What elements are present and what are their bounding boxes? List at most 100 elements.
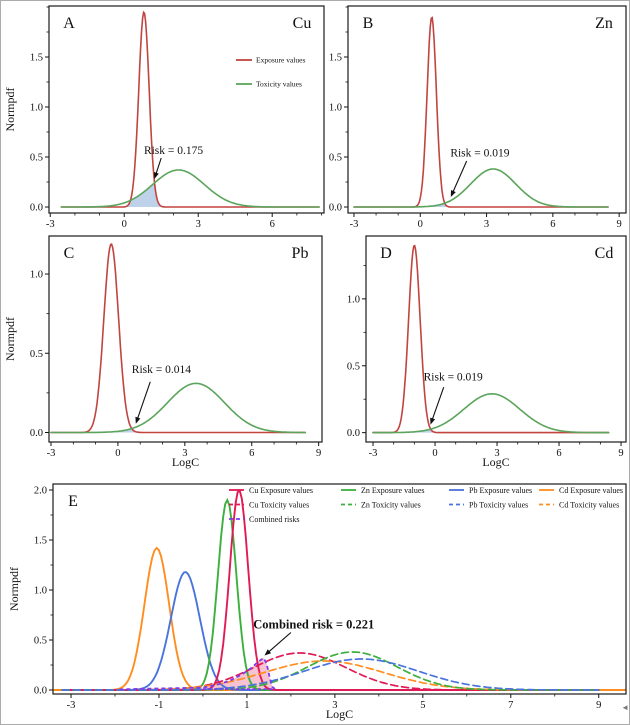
x-tick-label: 6 (270, 219, 275, 230)
cursor-artifact: ◄ (621, 703, 629, 712)
annotation-arrow-head (153, 172, 159, 179)
risk-annotation-text: Risk = 0.019 (450, 148, 509, 160)
x-tick-label: 6 (249, 448, 254, 459)
curve-toxicity-values (50, 382, 307, 434)
legend-label-cd-exposure-values: Cd Exposure values (559, 486, 623, 495)
panel-a-chart: -3 0 3 6 0.0 0.5 1.0 1.5 Risk = 0.175 A Cu Normpdf E… (3, 5, 325, 230)
metal-label: Cu (293, 15, 312, 32)
legend-label-zn-exposure-values: Zn Exposure values (361, 486, 425, 495)
metal-label: Zn (595, 15, 613, 32)
y-axis-label: Normpdf (3, 317, 17, 361)
annotation-arrow-head (264, 649, 272, 656)
legend-label-zn-toxicity-values: Zn Toxicity values (361, 500, 421, 509)
x-tick-label: 6 (550, 219, 555, 230)
legend-label-exposure-values: Exposure values (256, 56, 305, 65)
annotation-arrow-head (135, 416, 141, 424)
plot-box (52, 483, 627, 695)
annotation-arrow-line (136, 381, 151, 422)
y-axis-label: Normpdf (3, 88, 17, 132)
curve-zn-toxicity-values (61, 651, 600, 691)
plot-box (365, 235, 627, 443)
annotation-arrow-head (450, 190, 456, 197)
x-tick-label: 7 (508, 700, 513, 711)
panel-letter-label: C (64, 245, 75, 262)
y-tick-label: 0.5 (34, 636, 47, 647)
panel-e-chart: -3 -1 1 3 5 7 9 0.0 0.5 1.0 1.5 2.0 Combined risk = … (7, 483, 627, 721)
x-tick-label: 0 (432, 448, 437, 459)
risk-annotation-text: Combined risk = 0.221 (253, 618, 374, 632)
y-tick-label: 1.0 (30, 270, 43, 281)
curve-exposure-values (50, 243, 307, 434)
x-tick-label: 0 (122, 219, 127, 230)
y-tick-label: 0.0 (347, 428, 360, 439)
curve-combined-risks (119, 656, 277, 691)
y-tick-label: 1.0 (329, 103, 342, 114)
x-tick-label: 3 (484, 219, 489, 230)
legend-label-pb-toxicity-values: Pb Toxicity values (469, 500, 528, 509)
legend-label-combined-risks: Combined risks (249, 515, 299, 524)
x-tick-label: -3 (46, 219, 55, 230)
x-tick-label: 3 (332, 700, 337, 711)
x-tick-label: 9 (596, 700, 601, 711)
y-tick-label: 0.5 (30, 349, 43, 360)
annotation-arrow-head (430, 417, 436, 425)
curve-pb-toxicity-values (61, 658, 600, 691)
combined-risk-area (119, 658, 276, 690)
legend-label-cd-toxicity-values: Cd Toxicity values (559, 500, 619, 509)
curve-toxicity-values (353, 168, 609, 208)
plot-box (347, 5, 627, 214)
x-tick-label: 3 (182, 448, 187, 459)
y-tick-label: 0.0 (30, 428, 43, 439)
panel-letter-label: B (363, 15, 374, 32)
plot-box (48, 5, 325, 214)
panel-b-chart: -3 0 3 6 9 0.0 0.5 1.0 1.5 Risk = 0.019 B Zn (329, 5, 627, 230)
x-tick-label: -1 (155, 700, 164, 711)
legend-label-cu-toxicity-values: Cu Toxicity values (249, 500, 309, 509)
panel-letter-label: E (68, 493, 78, 510)
x-tick-label: 9 (617, 219, 622, 230)
y-tick-label: 2.0 (34, 486, 47, 497)
y-axis-label: Normpdf (7, 567, 21, 611)
panel-letter-label: A (63, 15, 75, 32)
x-tick-label: 0 (418, 219, 423, 230)
panel-c-chart: -3 0 3 6 9 0.0 0.5 1.0 Risk = 0.014 C Pb Normpdf Log… (3, 235, 323, 469)
x-axis-label: LogC (482, 455, 509, 469)
y-tick-label: 0.5 (329, 153, 342, 164)
risk-annotation-text: Risk = 0.019 (424, 371, 483, 383)
y-tick-label: 0.0 (329, 203, 342, 214)
curve-cu-toxicity-values (61, 652, 600, 691)
x-tick-label: -3 (67, 700, 76, 711)
y-tick-label: 1.0 (30, 103, 43, 114)
metal-label: Pb (292, 245, 309, 262)
x-tick-label: -3 (350, 219, 359, 230)
x-tick-label: 3 (494, 448, 499, 459)
y-tick-label: 1.0 (347, 294, 360, 305)
curve-exposure-values (372, 244, 610, 434)
curve-exposure-values (353, 16, 609, 208)
y-tick-label: 1.5 (30, 53, 43, 64)
x-tick-label: 0 (115, 448, 120, 459)
overlap-risk-area (49, 183, 324, 207)
x-tick-label: 3 (196, 219, 201, 230)
legend-label-cu-exposure-values: Cu Exposure values (249, 486, 313, 495)
plot-box (48, 235, 323, 443)
x-tick-label: -3 (47, 448, 56, 459)
panel-letter-label: D (380, 245, 392, 262)
y-tick-label: 1.0 (34, 586, 47, 597)
x-tick-label: 1 (244, 700, 249, 711)
y-tick-label: 0.0 (34, 686, 47, 697)
risk-annotation-text: Risk = 0.014 (132, 364, 191, 376)
x-axis-label: LogC (326, 707, 353, 721)
y-tick-label: 1.5 (34, 536, 47, 547)
x-tick-label: -3 (369, 448, 378, 459)
curve-cd-toxicity-values (61, 660, 600, 691)
x-tick-label: 6 (556, 448, 561, 459)
x-tick-label: 9 (618, 448, 623, 459)
x-tick-label: 9 (316, 448, 321, 459)
metal-label: Cd (595, 245, 614, 262)
curve-toxicity-values (60, 169, 320, 208)
curve-toxicity-values (372, 392, 610, 434)
y-tick-label: 0.5 (347, 361, 360, 372)
legend-label-pb-exposure-values: Pb Exposure values (469, 486, 532, 495)
